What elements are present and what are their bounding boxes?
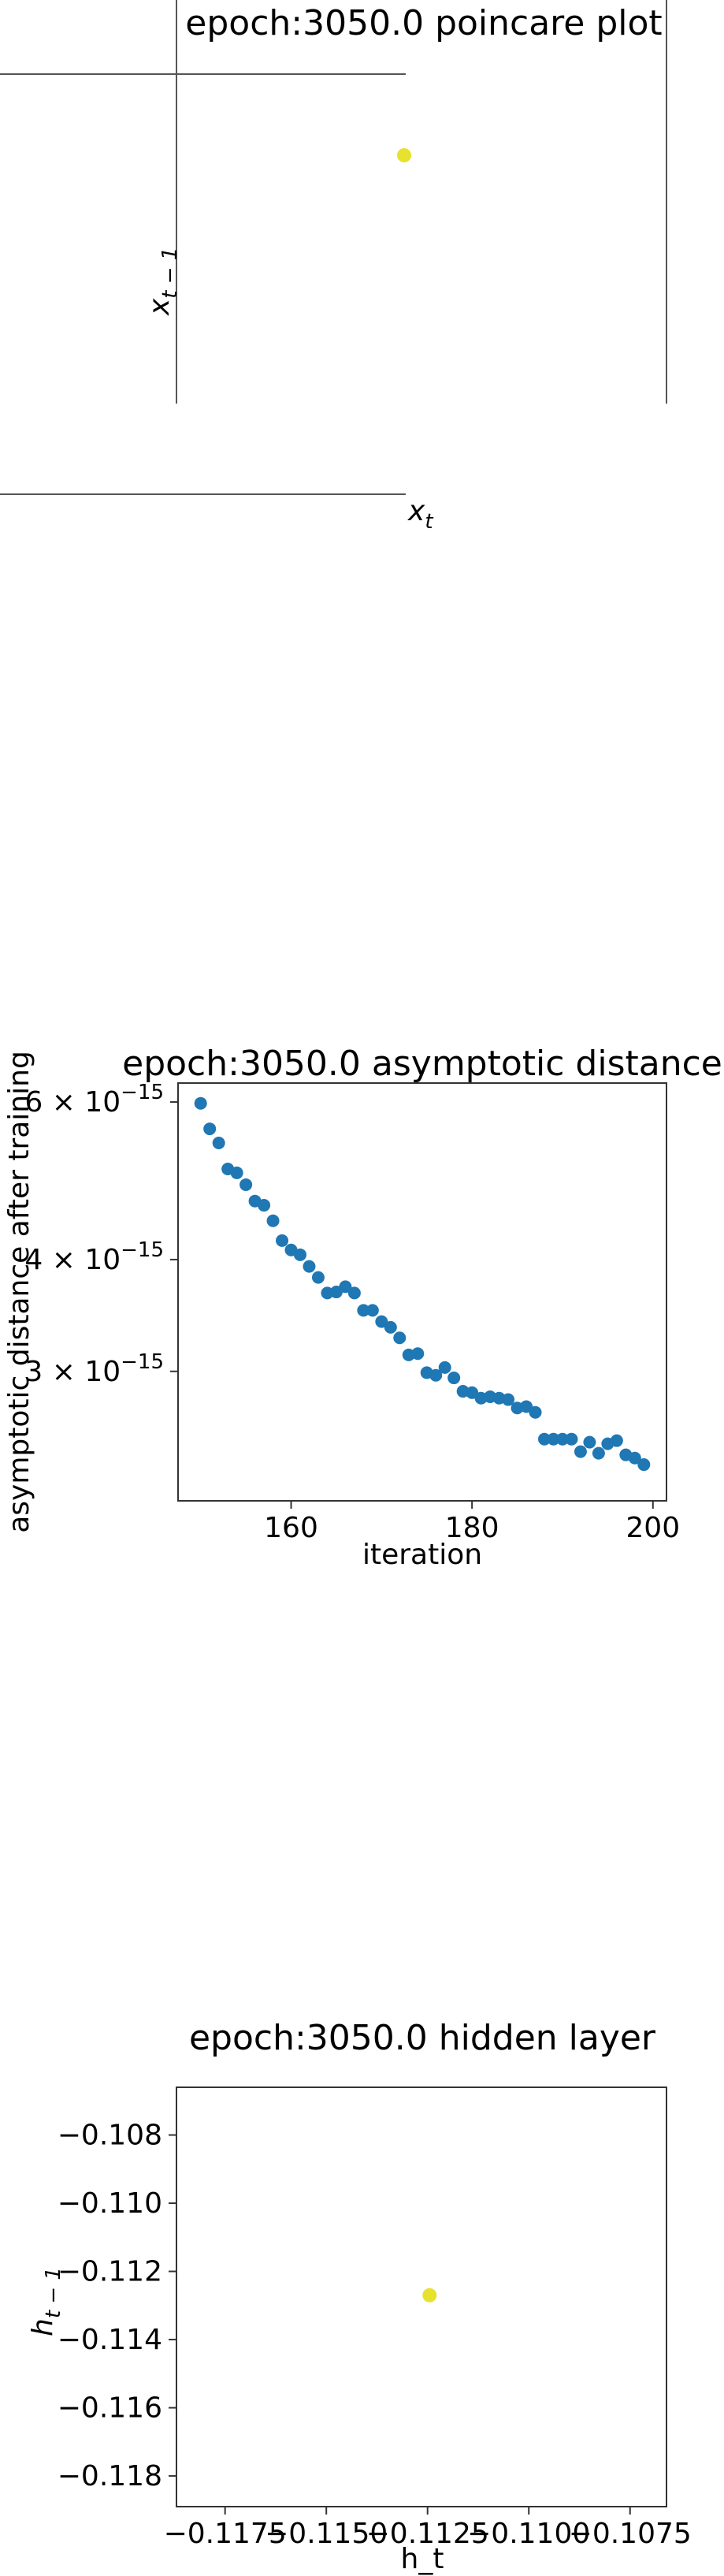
asymptotic-y-tick-label: 4 × 10−15 (24, 1238, 164, 1276)
asymptotic-point (276, 1234, 289, 1247)
asymptotic-point (230, 1166, 243, 1179)
asymptotic-xlabel: iteration (362, 1539, 482, 1571)
asymptotic-point (303, 1260, 316, 1273)
asymptotic-point (203, 1122, 217, 1136)
poincare-point (397, 148, 411, 162)
hidden-points (422, 2288, 437, 2302)
hidden-y-ticks: −0.108 −0.110 −0.112 −0.114 −0.116 −0.118 (58, 2120, 176, 2492)
asymptotic-title: epoch:3050.0 asymptotic distance (122, 1044, 722, 1084)
asymptotic-point (384, 1320, 397, 1334)
asymptotic-point (628, 1451, 641, 1465)
asymptotic-point (592, 1446, 605, 1460)
hidden-axes-frame (176, 2086, 667, 2507)
asymptotic-point (610, 1434, 623, 1447)
asymptotic-point (538, 1432, 551, 1446)
hidden-y-tick-label: −0.112 (58, 2256, 162, 2288)
asymptotic-distance-plot: epoch:3050.0 asymptotic distance 6 × 10−… (3, 1044, 722, 1571)
asymptotic-point (447, 1372, 461, 1385)
asymptotic-point (357, 1304, 370, 1317)
asymptotic-point (547, 1432, 560, 1446)
hidden-title: epoch:3050.0 hidden layer (189, 2018, 656, 2058)
hidden-layer-plot: epoch:3050.0 hidden layer −0.108−0.110−0… (27, 2018, 692, 2575)
asymptotic-x-tick-label: 180 (445, 1512, 499, 1544)
asymptotic-point (194, 1096, 207, 1110)
asymptotic-ylabel: asymptotic distance after training (3, 1051, 35, 1533)
asymptotic-x-tick-label: 160 (264, 1512, 318, 1544)
asymptotic-point (574, 1445, 587, 1458)
asymptotic-x-ticks: 160 180 200 (264, 1501, 680, 1544)
poincare-xlabel: xt (407, 495, 433, 534)
poincare-ylabel: xt − 1 (143, 248, 182, 316)
asymptotic-point (212, 1136, 225, 1149)
hidden-x-tick-label: −0.1100 (467, 2518, 590, 2550)
asymptotic-point (529, 1405, 542, 1419)
asymptotic-point (375, 1315, 388, 1328)
asymptotic-point (565, 1432, 578, 1446)
asymptotic-point (347, 1286, 361, 1300)
asymptotic-point (637, 1458, 651, 1472)
asymptotic-point (411, 1347, 425, 1361)
hidden-y-tick-label: −0.110 (58, 2187, 162, 2220)
asymptotic-point (438, 1361, 451, 1374)
hidden-y-tick-label: −0.118 (58, 2460, 162, 2492)
asymptotic-point (466, 1386, 479, 1399)
hidden-point (422, 2288, 437, 2302)
poincare-plot: epoch:3050.0 poincare plot xt xt − 1 (0, 0, 667, 534)
asymptotic-point (429, 1368, 443, 1382)
asymptotic-point (520, 1400, 533, 1413)
asymptotic-y-ticks: 6 × 10−15 4 × 10−15 3 × 10−15 (24, 1081, 178, 1388)
hidden-y-tick-label: −0.108 (58, 2120, 162, 2152)
asymptotic-x-tick-label: 200 (626, 1512, 680, 1544)
asymptotic-points (194, 1096, 651, 1472)
asymptotic-point (583, 1435, 596, 1449)
hidden-x-tick-label: −0.1075 (569, 2518, 692, 2550)
hidden-x-tick-label: −0.1125 (366, 2518, 489, 2550)
hidden-x-tick-label: −0.1175 (164, 2518, 287, 2550)
asymptotic-point (266, 1214, 280, 1227)
asymptotic-point (366, 1304, 379, 1317)
hidden-y-tick-label: −0.116 (58, 2392, 162, 2425)
hidden-x-tick-label: −0.1150 (265, 2518, 388, 2550)
asymptotic-point (258, 1199, 271, 1212)
asymptotic-point (339, 1280, 352, 1294)
asymptotic-point (555, 1432, 569, 1446)
asymptotic-point (502, 1393, 515, 1406)
asymptotic-point (294, 1248, 306, 1261)
hidden-xlabel: h_t (401, 2543, 444, 2575)
asymptotic-point (393, 1331, 407, 1345)
hidden-ylabel: ht − 1 (27, 2267, 65, 2336)
asymptotic-point (239, 1178, 253, 1191)
asymptotic-point (311, 1271, 325, 1284)
hidden-x-ticks: −0.1175−0.1150−0.1125−0.1100−0.1075 (164, 2507, 692, 2550)
asymptotic-axes-frame (177, 1082, 667, 1502)
asymptotic-y-tick-label: 6 × 10−15 (24, 1081, 164, 1119)
hidden-y-tick-label: −0.114 (58, 2324, 162, 2356)
poincare-title: epoch:3050.0 poincare plot (185, 3, 662, 43)
asymptotic-y-tick-label: 3 × 10−15 (24, 1350, 164, 1388)
